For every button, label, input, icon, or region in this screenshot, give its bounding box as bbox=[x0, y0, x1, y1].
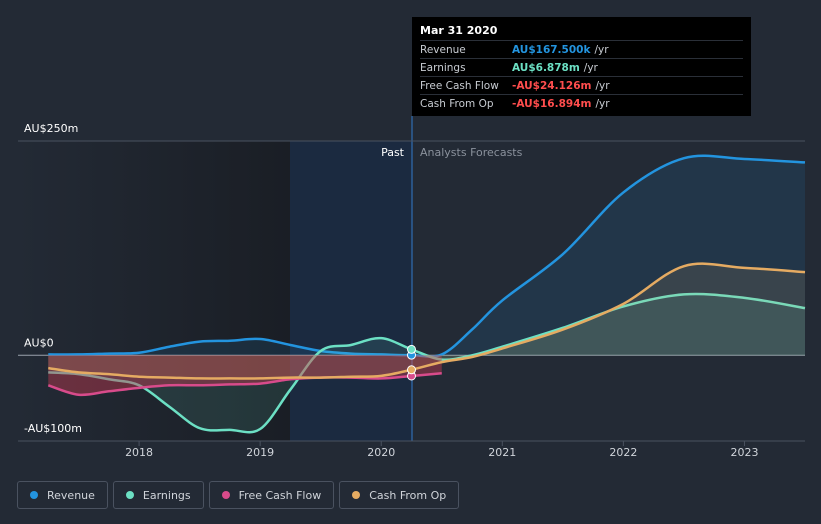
tooltip-row: Free Cash Flow -AU$24.126m/yr bbox=[420, 76, 743, 94]
legend-item[interactable]: Revenue bbox=[17, 481, 108, 509]
legend-label: Earnings bbox=[142, 488, 191, 502]
area-fill bbox=[48, 355, 442, 395]
tooltip-row: Cash From Op -AU$16.894m/yr bbox=[420, 94, 743, 112]
legend-item[interactable]: Cash From Op bbox=[339, 481, 460, 509]
legend-label: Cash From Op bbox=[369, 488, 447, 502]
tooltip-unit: /yr bbox=[595, 79, 610, 92]
tooltip-label: Free Cash Flow bbox=[420, 79, 499, 92]
tooltip-value: -AU$24.126m bbox=[512, 79, 592, 92]
legend: Revenue Earnings Free Cash Flow Cash From O… bbox=[17, 481, 460, 509]
past-label: Past bbox=[381, 146, 405, 159]
highlight-point bbox=[407, 344, 416, 354]
tooltip-value: AU$167.500k bbox=[512, 43, 591, 56]
tooltip-title: Mar 31 2020 bbox=[420, 24, 498, 37]
series-line bbox=[48, 154, 806, 358]
forecast-label: Analysts Forecasts bbox=[420, 146, 523, 159]
legend-dot bbox=[352, 491, 361, 499]
x-tick-label: 2019 bbox=[246, 446, 274, 459]
tooltip-unit: /yr bbox=[594, 43, 609, 56]
tooltip-unit: /yr bbox=[595, 97, 610, 110]
tooltip-row: Earnings AU$6.878m/yr bbox=[420, 58, 743, 76]
y-tick-label: AU$250m bbox=[24, 122, 78, 135]
y-tick-label: AU$0 bbox=[24, 336, 54, 349]
tooltip-row: Revenue AU$167.500k/yr bbox=[420, 40, 743, 58]
series-line bbox=[48, 262, 806, 380]
y-tick-label: -AU$100m bbox=[24, 422, 82, 435]
legend-dot bbox=[221, 491, 230, 499]
tooltip: Mar 31 2020 Revenue AU$167.500k/yr Earnings… bbox=[412, 17, 751, 116]
tooltip-label: Earnings bbox=[420, 61, 466, 74]
x-tick-label: 2023 bbox=[730, 446, 758, 459]
legend-dot bbox=[125, 491, 134, 499]
tooltip-value: AU$6.878m bbox=[512, 61, 580, 74]
area-fill bbox=[48, 294, 806, 433]
series-line bbox=[47, 372, 442, 397]
x-tick-label: 2022 bbox=[609, 446, 637, 459]
highlight-point bbox=[407, 365, 416, 375]
x-tick-label: 2020 bbox=[367, 446, 395, 459]
highlight-region bbox=[290, 141, 412, 441]
tooltip-label: Revenue bbox=[420, 43, 466, 56]
legend-item[interactable]: Free Cash Flow bbox=[208, 481, 335, 509]
area-fill bbox=[48, 263, 806, 379]
legend-label: Revenue bbox=[47, 488, 95, 502]
x-tick-label: 2021 bbox=[488, 446, 516, 459]
legend-dot bbox=[30, 491, 38, 499]
tooltip-value: -AU$16.894m bbox=[512, 97, 592, 110]
legend-item[interactable]: Earnings bbox=[112, 481, 204, 509]
tooltip-label: Cash From Op bbox=[420, 97, 494, 110]
legend-label: Free Cash Flow bbox=[238, 488, 322, 502]
tooltip-unit: /yr bbox=[583, 61, 598, 74]
x-tick-label: 2018 bbox=[125, 446, 153, 459]
